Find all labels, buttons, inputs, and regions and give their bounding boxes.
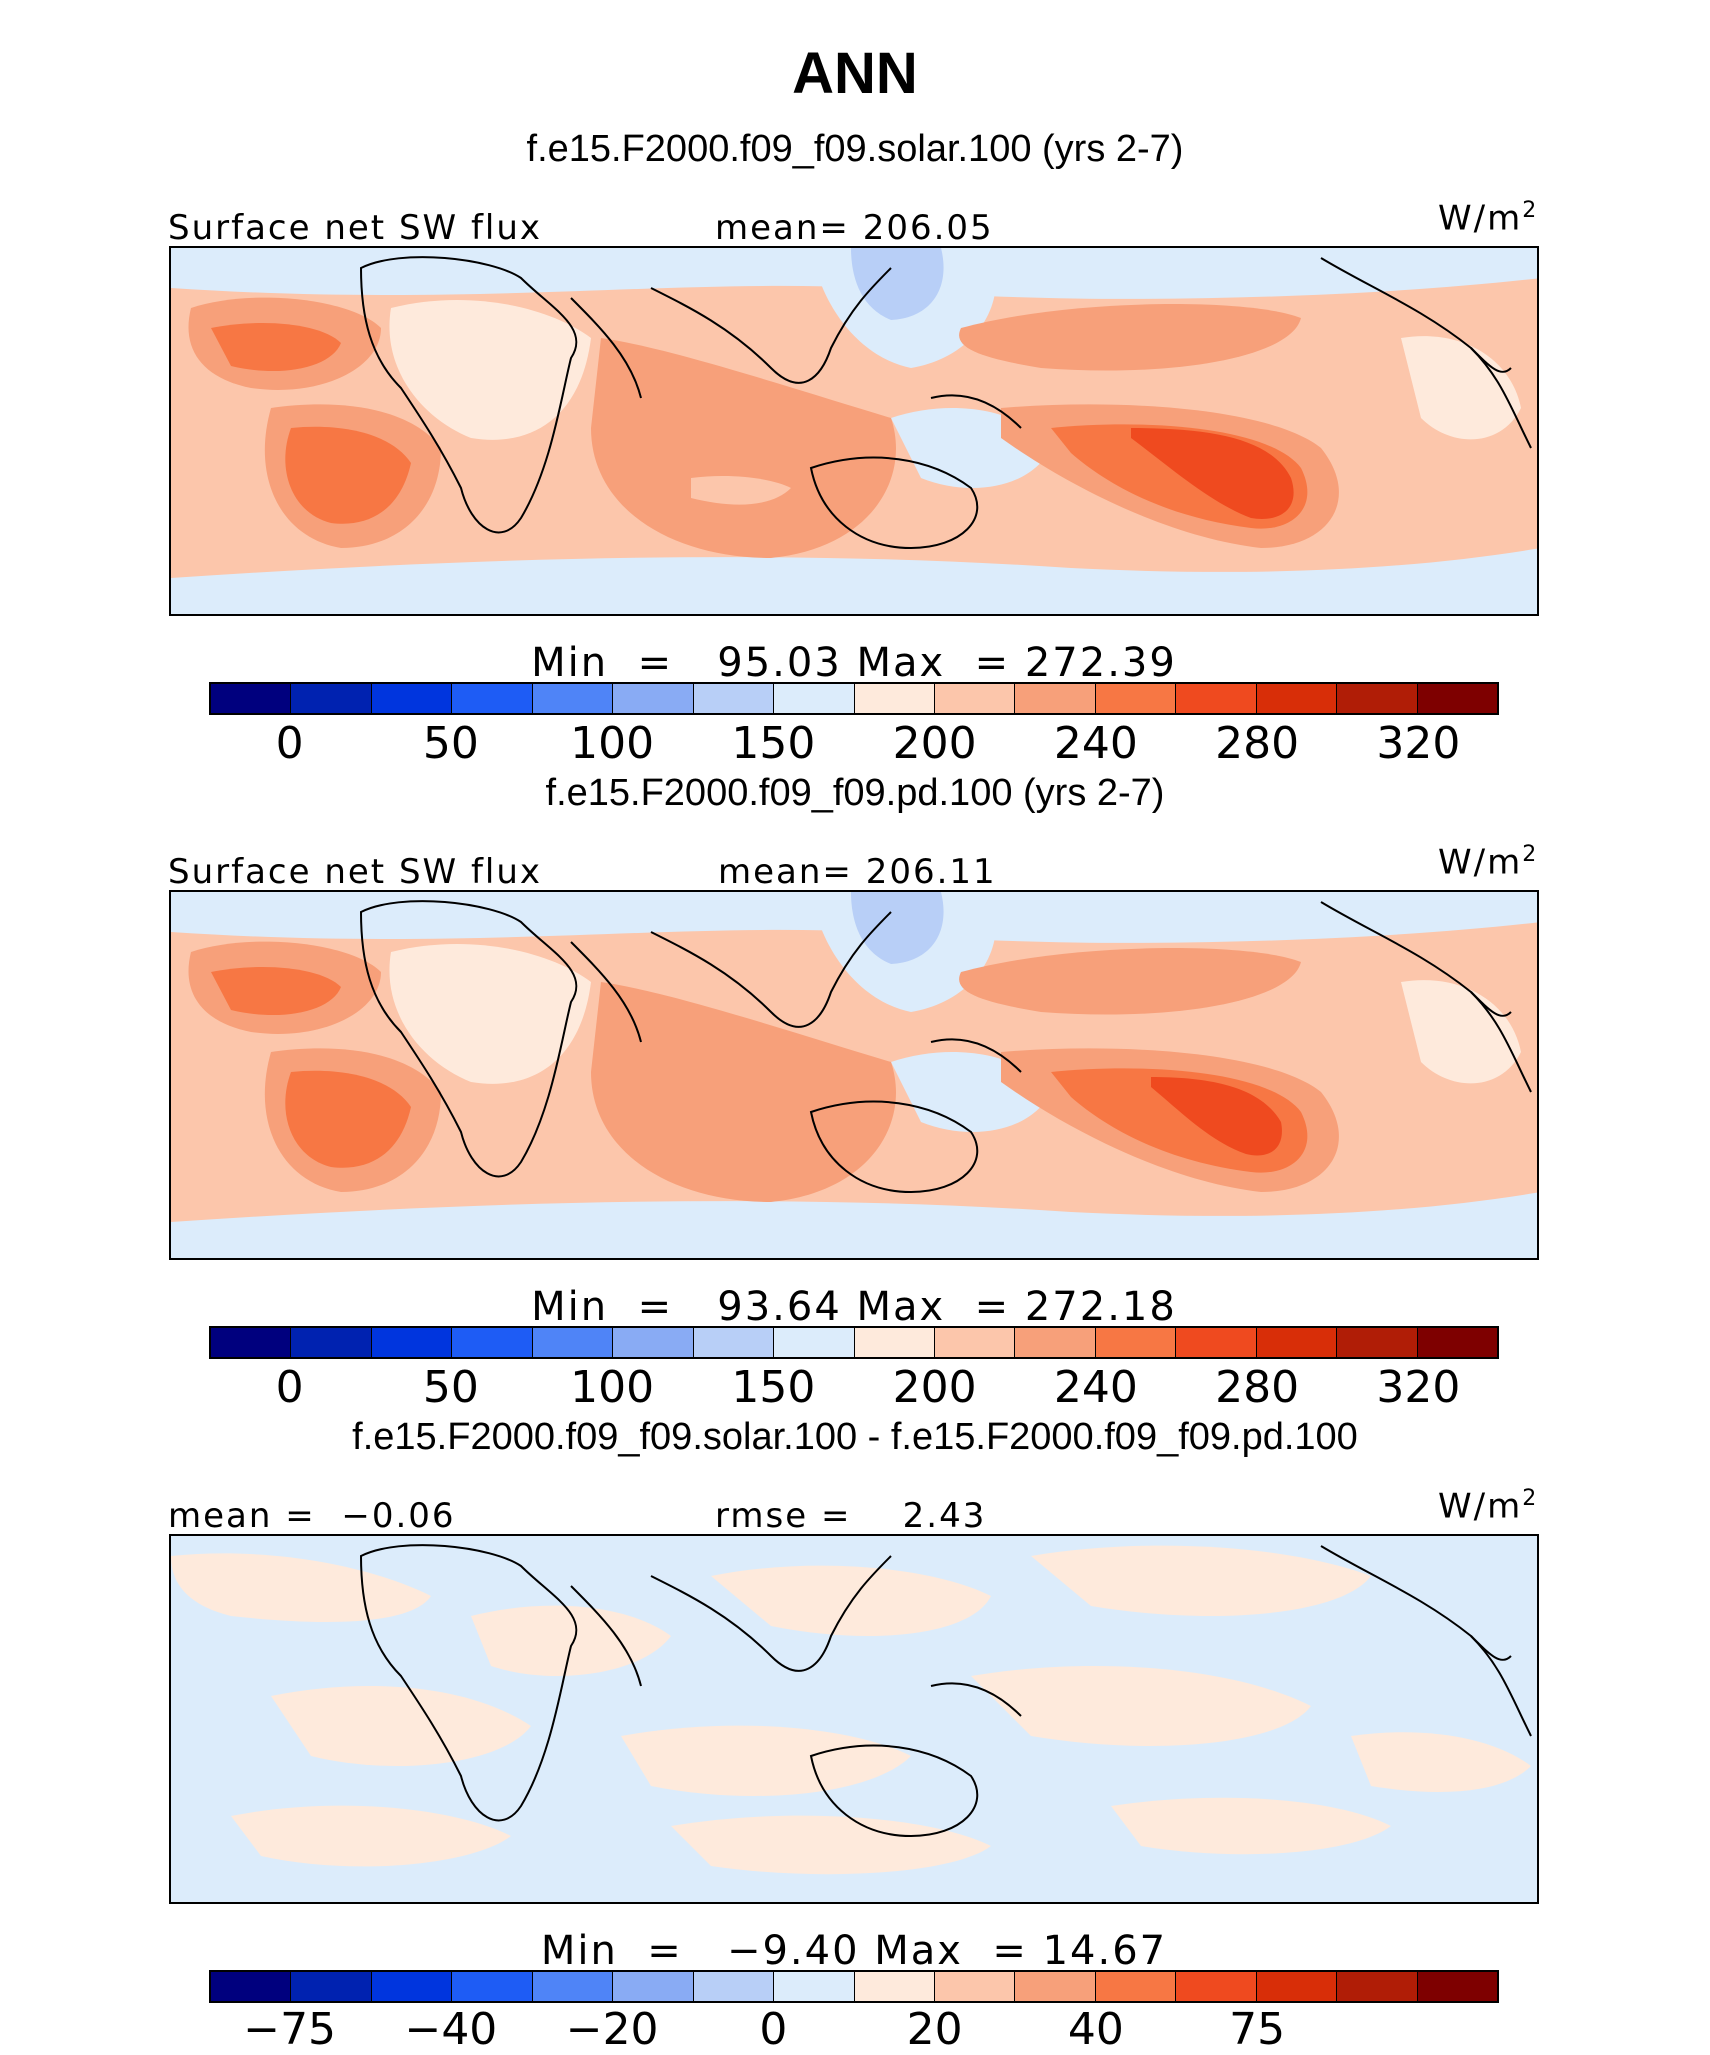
colorbar-swatch bbox=[934, 1972, 1016, 2001]
colorbar-swatch bbox=[452, 1972, 533, 2001]
colorbar-swatch bbox=[1417, 1328, 1497, 1357]
colorbar-swatch bbox=[693, 1328, 775, 1357]
panel-2-min-max: Min = 93.64 Max = 272.18 bbox=[531, 1284, 1177, 1330]
panel-1-map bbox=[169, 246, 1539, 616]
colorbar-swatch bbox=[371, 684, 453, 713]
colorbar-tick-label: 40 bbox=[1067, 2004, 1124, 2055]
colorbar-swatch bbox=[1417, 1972, 1497, 2001]
colorbar-swatch bbox=[1095, 1328, 1177, 1357]
colorbar-tick-label: 50 bbox=[422, 1362, 479, 1413]
colorbar-swatch bbox=[211, 1328, 292, 1357]
colorbar-swatch bbox=[211, 1972, 292, 2001]
colorbar-tick-label: −40 bbox=[404, 2004, 498, 2055]
panel-1-variable-label: Surface net SW flux bbox=[168, 208, 543, 248]
colorbar-swatch bbox=[1095, 684, 1177, 713]
colorbar-swatch bbox=[371, 1328, 453, 1357]
colorbar-swatch bbox=[1095, 1972, 1177, 2001]
colorbar-swatch bbox=[291, 1328, 372, 1357]
colorbar-swatch bbox=[211, 684, 292, 713]
panel-2-units: W/m2 bbox=[1438, 842, 1539, 883]
colorbar-swatch bbox=[1256, 684, 1338, 713]
colorbar-tick-label: 320 bbox=[1376, 718, 1461, 769]
colorbar-swatch bbox=[1256, 1972, 1338, 2001]
colorbar-swatch bbox=[613, 1972, 694, 2001]
colorbar-swatch bbox=[452, 684, 533, 713]
colorbar-tick-label: −20 bbox=[565, 2004, 659, 2055]
panel-2-case-title: f.e15.F2000.f09_f09.pd.100 (yrs 2-7) bbox=[545, 772, 1165, 814]
colorbar-swatch bbox=[291, 684, 372, 713]
panel-2-colorbar bbox=[209, 1326, 1499, 1359]
colorbar-swatch bbox=[1015, 1328, 1096, 1357]
colorbar-swatch bbox=[1337, 1328, 1418, 1357]
colorbar-tick-label: 280 bbox=[1215, 718, 1300, 769]
panel-3-map bbox=[169, 1534, 1539, 1904]
colorbar-swatch bbox=[1256, 1328, 1338, 1357]
panel-1-contour-field bbox=[171, 248, 1537, 614]
colorbar-swatch bbox=[1337, 1972, 1418, 2001]
colorbar-tick-label: 0 bbox=[275, 718, 304, 769]
colorbar-swatch bbox=[291, 1972, 372, 2001]
colorbar-swatch bbox=[371, 1972, 453, 2001]
colorbar-tick-label: 100 bbox=[570, 718, 655, 769]
panel-1-colorbar bbox=[209, 682, 1499, 715]
colorbar-tick-label: 0 bbox=[275, 1362, 304, 1413]
panel-3-colorbar-ticks: −75 −40 −20 0 20 40 75 bbox=[209, 2004, 1499, 2055]
colorbar-swatch bbox=[934, 1328, 1016, 1357]
colorbar-swatch bbox=[854, 684, 935, 713]
colorbar-tick-label: 200 bbox=[892, 718, 977, 769]
panel-1-units: W/m2 bbox=[1438, 198, 1539, 239]
colorbar-tick-label: 75 bbox=[1229, 2004, 1286, 2055]
panel-3-case-title: f.e15.F2000.f09_f09.solar.100 - f.e15.F2… bbox=[352, 1416, 1358, 1458]
panel-3-mean-label: mean = −0.06 bbox=[168, 1496, 456, 1536]
panel-1-case-title: f.e15.F2000.f09_f09.solar.100 (yrs 2-7) bbox=[526, 128, 1184, 170]
panel-2-map bbox=[169, 890, 1539, 1260]
figure-title: ANN bbox=[792, 41, 918, 106]
colorbar-tick-label: 240 bbox=[1053, 1362, 1138, 1413]
colorbar-swatch bbox=[1176, 1328, 1257, 1357]
colorbar-swatch bbox=[532, 1328, 614, 1357]
colorbar-swatch bbox=[1337, 684, 1418, 713]
colorbar-swatch bbox=[613, 684, 694, 713]
colorbar-tick-label: 150 bbox=[731, 1362, 816, 1413]
panel-3-colorbar bbox=[209, 1970, 1499, 2003]
panel-2-contour-field bbox=[171, 892, 1537, 1258]
colorbar-swatch bbox=[693, 684, 775, 713]
colorbar-swatch bbox=[693, 1972, 775, 2001]
panel-1-min-max: Min = 95.03 Max = 272.39 bbox=[531, 640, 1177, 686]
colorbar-tick-label: 20 bbox=[906, 2004, 963, 2055]
colorbar-tick-label: 150 bbox=[731, 718, 816, 769]
colorbar-swatch bbox=[1176, 684, 1257, 713]
panel-2-colorbar-ticks: 0 50 100 150 200 240 280 320 bbox=[209, 1362, 1499, 1413]
colorbar-tick-label: 280 bbox=[1215, 1362, 1300, 1413]
panel-2-mean-label: mean= 206.11 bbox=[718, 852, 997, 892]
colorbar-tick-label: 0 bbox=[759, 2004, 788, 2055]
colorbar-tick-label: 100 bbox=[570, 1362, 655, 1413]
colorbar-tick-label: 200 bbox=[892, 1362, 977, 1413]
colorbar-swatch bbox=[774, 1328, 855, 1357]
colorbar-tick-label: −75 bbox=[243, 2004, 337, 2055]
panel-2-variable-label: Surface net SW flux bbox=[168, 852, 543, 892]
colorbar-tick-label: 50 bbox=[422, 718, 479, 769]
colorbar-swatch bbox=[1176, 1972, 1257, 2001]
panel-3-contour-field bbox=[171, 1536, 1537, 1902]
colorbar-tick-label: 320 bbox=[1376, 1362, 1461, 1413]
colorbar-swatch bbox=[1015, 684, 1096, 713]
colorbar-swatch bbox=[854, 1972, 935, 2001]
colorbar-swatch bbox=[854, 1328, 935, 1357]
colorbar-swatch bbox=[1015, 1972, 1096, 2001]
colorbar-swatch bbox=[613, 1328, 694, 1357]
colorbar-swatch bbox=[532, 1972, 614, 2001]
colorbar-swatch bbox=[774, 684, 855, 713]
colorbar-swatch bbox=[452, 1328, 533, 1357]
panel-1-colorbar-ticks: 0 50 100 150 200 240 280 320 bbox=[209, 718, 1499, 769]
panel-3-rmse-label: rmse = 2.43 bbox=[715, 1496, 987, 1536]
panel-3-min-max: Min = −9.40 Max = 14.67 bbox=[540, 1928, 1168, 1974]
colorbar-swatch bbox=[934, 684, 1016, 713]
colorbar-tick-label: 240 bbox=[1053, 718, 1138, 769]
colorbar-swatch bbox=[1417, 684, 1497, 713]
panel-1-mean-label: mean= 206.05 bbox=[715, 208, 994, 248]
panel-3-units: W/m2 bbox=[1438, 1486, 1539, 1527]
colorbar-swatch bbox=[532, 684, 614, 713]
colorbar-swatch bbox=[774, 1972, 855, 2001]
